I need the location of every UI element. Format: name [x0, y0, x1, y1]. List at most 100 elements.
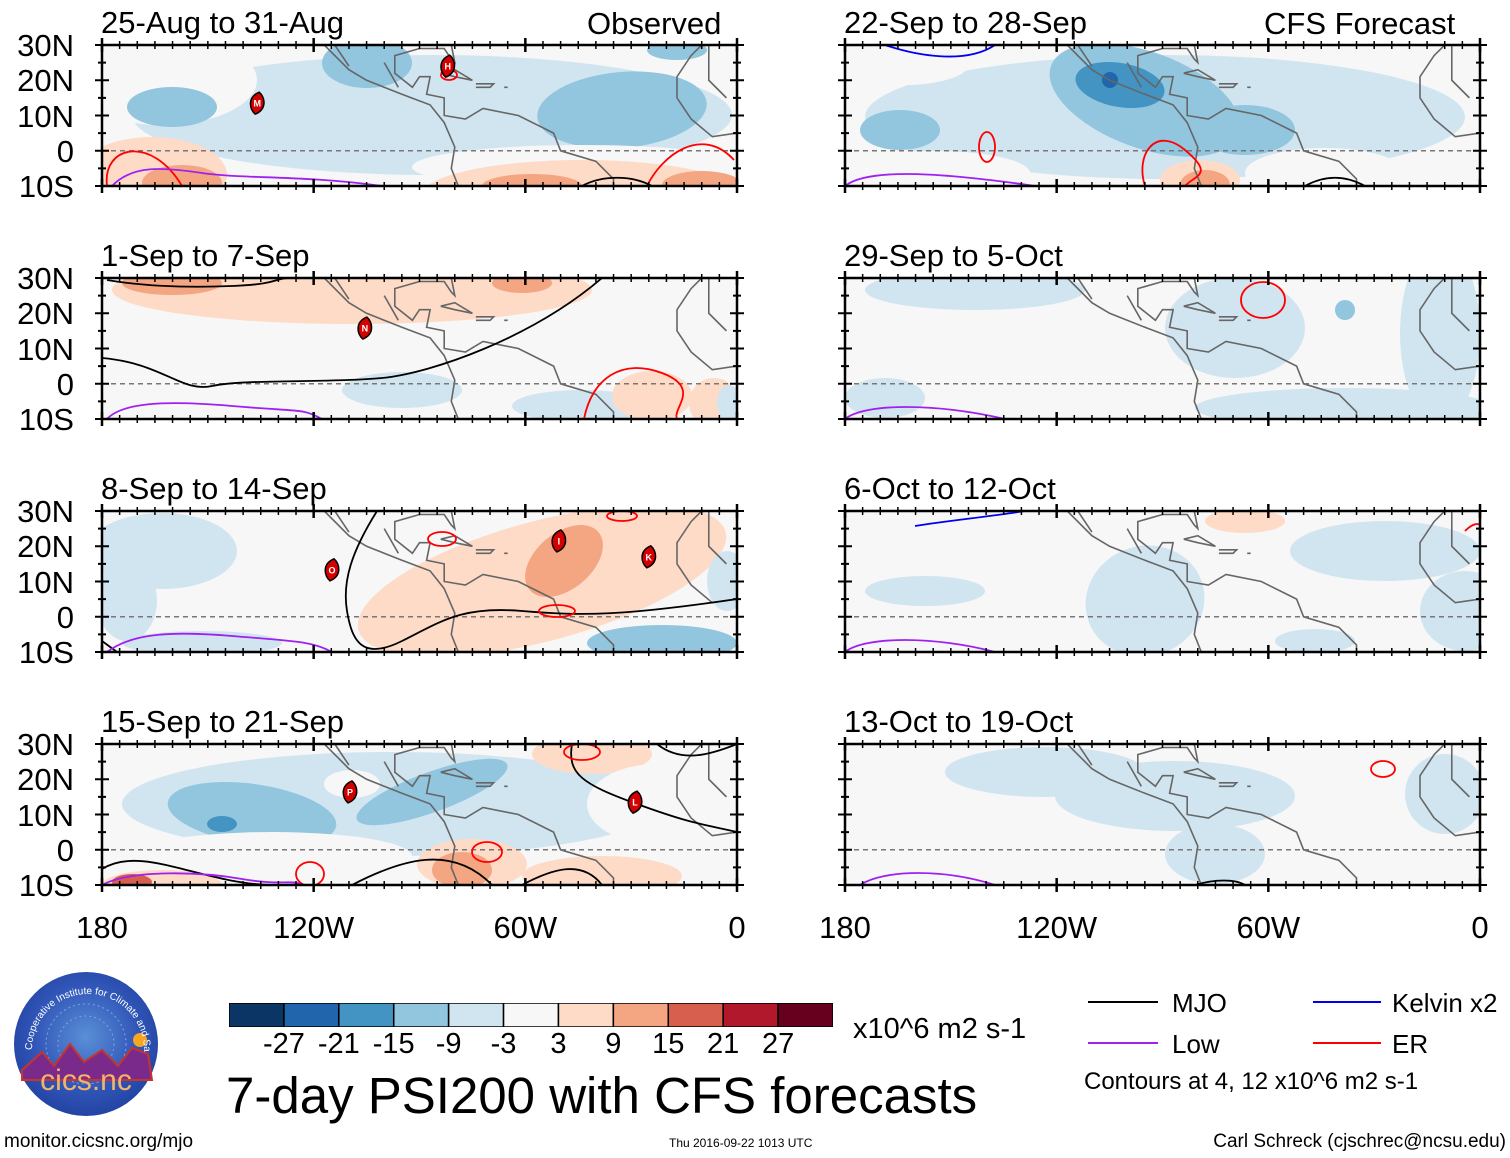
- kelvin-contour: [884, 45, 996, 58]
- storm-letter: L: [632, 798, 638, 808]
- low-contour: [111, 168, 383, 186]
- lon-tick-label: 120W: [1016, 910, 1098, 945]
- map-panel: [838, 737, 1487, 892]
- psi-anomaly-region: [1400, 278, 1480, 419]
- er-contour: [1370, 760, 1396, 778]
- mjo-contour: [351, 858, 493, 885]
- psi-anomaly-region: [1405, 754, 1480, 834]
- mjo-contour: [102, 859, 273, 885]
- observed-label: Observed: [587, 6, 722, 41]
- psi-anomaly-region: [207, 816, 237, 832]
- legend-low-line: [1088, 1042, 1158, 1044]
- tropical-cyclone-icon: M: [249, 91, 265, 116]
- legend-mjo-line: [1088, 1001, 1158, 1003]
- source-url[interactable]: monitor.cicsnc.org/mjo: [4, 1131, 194, 1152]
- map-panel: [838, 504, 1487, 659]
- colorbar-swatch: [722, 1003, 779, 1027]
- svg-text:cics.nc: cics.nc: [40, 1064, 132, 1097]
- psi-anomaly-region: [717, 385, 737, 419]
- colorbar-swatch: [392, 1003, 450, 1027]
- lat-tick-label: 0: [56, 133, 74, 169]
- storm-letter: N: [362, 324, 369, 334]
- psi-anomaly-region: [1290, 521, 1480, 581]
- panel-title: 13-Oct to 19-Oct: [844, 704, 1074, 739]
- lat-tick-label: 10N: [17, 564, 74, 600]
- psi-anomaly-region: [587, 764, 727, 844]
- psi-anomaly-region: [167, 782, 337, 846]
- mjo-contour: [102, 278, 603, 388]
- lat-tick-label: 10S: [18, 169, 74, 204]
- mjo-contour: [344, 511, 737, 650]
- psi-anomaly-region: [1205, 511, 1285, 533]
- panel-title: 15-Sep to 21-Sep: [101, 704, 345, 739]
- psi-anomaly-region: [865, 278, 1085, 310]
- lat-tick-label: 0: [56, 832, 74, 868]
- lat-tick-label: 30N: [17, 494, 74, 529]
- low-contour: [106, 632, 333, 652]
- psi-anomaly-region: [1245, 148, 1405, 186]
- storm-letter: O: [329, 565, 336, 575]
- low-contour: [845, 639, 996, 652]
- lat-tick-label: 20N: [17, 529, 74, 565]
- tropical-cyclone-icon: I: [551, 529, 567, 553]
- storm-letter: M: [253, 99, 261, 109]
- panel-title: 8-Sep to 14-Sep: [101, 471, 327, 506]
- lat-tick-label: 30N: [17, 28, 74, 63]
- er-contour: [471, 841, 503, 863]
- lon-tick-label: 0: [1471, 910, 1489, 945]
- psi-anomaly-region: [1195, 105, 1295, 155]
- contour-note: Contours at 4, 12 x10^6 m2 s-1: [1084, 1068, 1419, 1095]
- psi-anomaly-region: [707, 551, 737, 611]
- panel-title: 25-Aug to 31-Aug: [101, 5, 345, 40]
- psi-anomaly-region: [865, 576, 985, 606]
- colorbar-units: x10^6 m2 s-1: [853, 1013, 1027, 1045]
- map-panel: O I K: [95, 504, 744, 659]
- panel-title: 29-Sep to 5-Oct: [844, 238, 1063, 273]
- psi-anomaly-region: [102, 561, 157, 641]
- lon-tick-label: 180: [76, 910, 128, 945]
- colorbar-swatch: [283, 1003, 340, 1027]
- low-contour: [845, 406, 1006, 419]
- lat-tick-label: 10S: [18, 635, 74, 670]
- mjo-contour: [1194, 879, 1246, 885]
- psi-anomaly-region: [322, 45, 412, 88]
- legend-er-label: ER: [1392, 1029, 1429, 1059]
- storm-letter: H: [444, 62, 451, 72]
- timestamp: Thu 2016-09-22 1013 UTC: [669, 1136, 813, 1150]
- psi-anomaly-region: [342, 372, 462, 408]
- kelvin-contour: [914, 511, 1026, 527]
- coastline: [323, 744, 737, 885]
- colorbar-tick-label: 3: [550, 1028, 567, 1060]
- psi-anomaly-region: [845, 378, 925, 418]
- legend-mjo-label: MJO: [1172, 988, 1227, 1018]
- er-contour: [563, 744, 601, 761]
- psi-anomaly-region: [127, 87, 217, 127]
- lat-tick-label: 10S: [18, 868, 74, 903]
- colorbar-tick-label: -9: [435, 1028, 462, 1060]
- psi-anomaly-region: [1180, 170, 1230, 186]
- colorbar-swatch: [777, 1003, 833, 1027]
- low-contour: [859, 872, 996, 885]
- colorbar-swatch: [612, 1003, 670, 1027]
- lat-tick-label: 30N: [17, 727, 74, 762]
- legend-kelvin-line: [1313, 1001, 1381, 1003]
- tropical-cyclone-icon: H: [440, 54, 456, 79]
- colorbar-tick-label: -21: [317, 1028, 360, 1060]
- colorbar-tick-label: 9: [605, 1028, 622, 1060]
- lat-tick-label: 10N: [17, 98, 74, 134]
- tropical-cyclone-icon: K: [641, 544, 657, 569]
- psi-anomaly-region: [1420, 571, 1480, 651]
- lat-tick-label: 20N: [17, 296, 74, 332]
- cfs-forecast-label: CFS Forecast: [1264, 6, 1456, 41]
- psi-anomaly-region: [525, 524, 603, 598]
- er-contour: [538, 604, 576, 618]
- mjo-contour: [581, 176, 653, 186]
- map-panel: N: [95, 271, 744, 426]
- coastline: [1066, 744, 1480, 885]
- mjo-contour: [521, 868, 603, 885]
- colorbar-swatch: [557, 1003, 615, 1027]
- er-contour: [978, 131, 996, 163]
- lat-tick-label: 20N: [17, 762, 74, 798]
- coastline: [1066, 511, 1480, 652]
- psi-anomaly-region: [356, 758, 508, 826]
